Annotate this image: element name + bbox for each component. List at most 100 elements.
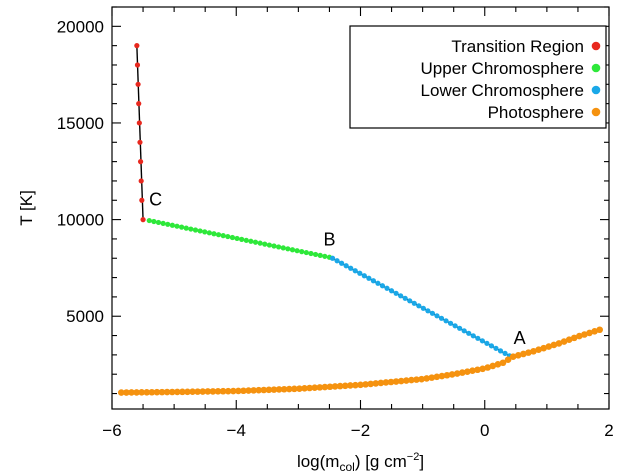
photosphere-point [545, 343, 553, 350]
photosphere-point [118, 389, 125, 396]
lower-chromosphere-point [425, 308, 431, 314]
photosphere-point [219, 387, 227, 395]
transition-region-point [136, 120, 142, 126]
lower-chromosphere-point [370, 278, 376, 284]
photosphere-point [143, 388, 151, 396]
legend-marker [591, 85, 601, 95]
lower-chromosphere-point [402, 295, 408, 301]
lower-chromosphere-point [379, 283, 386, 289]
photosphere-point [168, 388, 176, 396]
photosphere-point [316, 384, 324, 391]
photosphere-point [240, 387, 247, 395]
photosphere-point [336, 382, 344, 390]
photosphere-point [428, 374, 436, 381]
upper-chromosphere-point [257, 240, 263, 246]
photosphere-point [479, 365, 486, 373]
upper-chromosphere-point [174, 223, 180, 229]
photosphere-point [301, 385, 308, 392]
photosphere-point [530, 347, 537, 355]
y-tick-label: 15000 [57, 114, 104, 133]
lower-chromosphere-point [475, 335, 481, 341]
point-label-a: A [514, 328, 526, 348]
photosphere-point [285, 385, 293, 393]
upper-chromosphere-point [165, 221, 171, 227]
photosphere-point [540, 344, 547, 352]
photosphere-point [158, 388, 166, 396]
lower-chromosphere-point [334, 258, 340, 264]
photosphere-point [209, 388, 217, 395]
photosphere-point [464, 368, 471, 375]
lower-chromosphere-point [361, 273, 367, 279]
lower-chromosphere-point [384, 285, 390, 291]
upper-chromosphere-point [239, 236, 245, 242]
photosphere-point [433, 373, 441, 381]
photosphere-point [174, 388, 181, 396]
photosphere-point [133, 389, 140, 396]
upper-chromosphere-point [262, 241, 268, 247]
photosphere-point [326, 383, 334, 391]
upper-chromosphere-point [266, 242, 272, 248]
photosphere-point [403, 377, 410, 384]
lower-chromosphere-point [443, 318, 449, 324]
legend-label: Photosphere [488, 103, 584, 122]
upper-chromosphere-point [276, 244, 282, 250]
lower-chromosphere-point [502, 350, 508, 356]
photosphere-point [250, 387, 257, 394]
photosphere-point [260, 386, 268, 394]
photosphere-point [453, 370, 461, 377]
upper-chromosphere-point [303, 249, 309, 256]
lower-chromosphere-point [484, 340, 490, 346]
x-tick-label: −4 [227, 421, 246, 440]
lower-chromosphere-point [343, 263, 349, 269]
lower-chromosphere-point [411, 300, 417, 306]
lower-chromosphere-point [461, 328, 467, 334]
upper-chromosphere-point [299, 249, 305, 255]
point-label-b: B [323, 229, 335, 249]
lower-chromosphere-point [452, 323, 458, 329]
photosphere-point [214, 388, 222, 395]
photosphere-point [347, 382, 354, 389]
lower-chromosphere-point [497, 348, 504, 354]
photosphere-point [377, 379, 385, 387]
photosphere-point [550, 341, 558, 349]
upper-chromosphere-point [308, 250, 314, 257]
photosphere-point [235, 387, 242, 395]
photosphere-point [474, 366, 481, 374]
transition-region-point [136, 101, 142, 107]
x-axis-label-sup: −2 [407, 451, 420, 463]
photosphere-point [148, 388, 156, 396]
transition-region-point [140, 217, 146, 223]
upper-chromosphere-point [312, 251, 319, 258]
y-axis-label: T [K] [17, 190, 36, 226]
upper-chromosphere-point [183, 225, 189, 231]
photosphere-point [504, 356, 512, 364]
upper-chromosphere-point [234, 235, 240, 242]
y-tick-label: 10000 [57, 211, 104, 230]
photosphere-point [489, 362, 497, 370]
upper-chromosphere-point [151, 218, 157, 225]
upper-chromosphere-point [271, 243, 277, 249]
photosphere-point [341, 382, 349, 390]
photosphere-point [331, 383, 339, 390]
lower-chromosphere-point [447, 320, 454, 326]
transition-region-point [139, 197, 145, 203]
lower-chromosphere-point [493, 345, 499, 351]
data-layer [118, 43, 603, 396]
photosphere-point [163, 388, 171, 396]
upper-chromosphere-point [211, 231, 217, 237]
lower-chromosphere-point [388, 288, 395, 294]
upper-chromosphere-point [160, 220, 166, 226]
photosphere-point [509, 353, 517, 360]
upper-chromosphere-point [243, 237, 249, 243]
photosphere-point [138, 389, 145, 396]
photosphere-point [296, 385, 303, 392]
photosphere-point [199, 388, 207, 395]
photosphere-point [448, 371, 456, 378]
photosphere-point [245, 387, 252, 394]
upper-chromosphere-point [229, 234, 236, 241]
photosphere-point [123, 389, 130, 396]
upper-chromosphere-point [220, 233, 226, 239]
legend-box [349, 25, 607, 129]
upper-chromosphere-point [317, 252, 323, 258]
photosphere-point [224, 387, 232, 395]
